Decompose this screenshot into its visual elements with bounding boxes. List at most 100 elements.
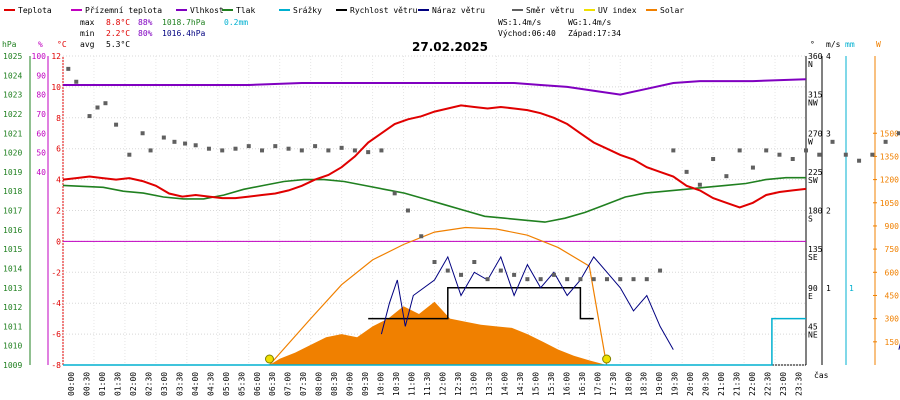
time-tick-label: 07:00 xyxy=(284,372,293,396)
legend-label-rain: Srážky xyxy=(293,6,322,15)
wind-dir-point xyxy=(472,260,477,264)
wind-tick-label: 4 xyxy=(826,52,831,61)
pressure-tick-label: 1018 xyxy=(3,187,22,196)
wind-dir-point xyxy=(140,131,145,136)
legend-label-pressure: Tlak xyxy=(236,6,255,15)
temp-tick-label: 12 xyxy=(51,52,61,61)
time-tick-label: 04:30 xyxy=(206,372,215,396)
wind-dir-point xyxy=(379,148,384,153)
wind-dir-point xyxy=(352,148,357,153)
pressure-tick-label: 1012 xyxy=(3,303,22,312)
time-tick-label: 18:00 xyxy=(624,372,633,396)
stat-max-label: max xyxy=(80,18,95,27)
pressure-tick-label: 1023 xyxy=(3,91,22,100)
time-tick-label: 05:00 xyxy=(222,372,231,396)
time-tick-label: 10:00 xyxy=(377,372,386,396)
wind-dir-point xyxy=(525,277,530,282)
wind-dir-point xyxy=(604,277,609,282)
pressure-tick-label: 1024 xyxy=(3,71,22,80)
wind-dir-point xyxy=(697,182,702,187)
humidity-tick-label: 60 xyxy=(36,129,46,138)
wind-dir-point xyxy=(87,114,92,119)
time-tick-label: 01:00 xyxy=(98,372,107,396)
wind-dir-point xyxy=(206,146,211,151)
dir-tick-name: SE xyxy=(808,253,818,262)
stat-sunrise: Východ:06:40 xyxy=(498,29,556,38)
solar-potential-line xyxy=(269,226,608,366)
wind-dir-point xyxy=(883,139,888,144)
temperature-line xyxy=(62,104,807,209)
wind-dir-point xyxy=(551,272,556,277)
time-tick-label: 05:30 xyxy=(237,372,246,396)
dir-tick-deg: 135 xyxy=(808,245,823,254)
dir-tick-deg: 180 xyxy=(808,207,823,216)
unit-degc: °C xyxy=(57,40,67,49)
wind-dir-point xyxy=(405,208,410,213)
pressure-tick-label: 1022 xyxy=(3,110,22,119)
time-tick-label: 10:30 xyxy=(392,372,401,396)
pressure-tick-label: 1019 xyxy=(3,168,22,177)
wind-dir-point xyxy=(445,268,450,273)
time-tick-label: 23:00 xyxy=(779,372,788,396)
pressure-tick-label: 1021 xyxy=(3,129,22,138)
time-tick-label: 17:30 xyxy=(609,372,618,396)
sunset-marker xyxy=(602,354,612,364)
dir-tick-name: E xyxy=(808,292,813,301)
time-tick-label: 00:30 xyxy=(82,372,91,396)
dir-tick-name: NE xyxy=(808,330,818,339)
time-tick-label: 22:00 xyxy=(748,372,757,396)
wind-dir-point xyxy=(777,152,782,157)
wind-dir-point xyxy=(246,144,251,149)
pressure-tick-label: 1017 xyxy=(3,207,22,216)
humidity-tick-label: 70 xyxy=(36,110,46,119)
time-tick-label: 08:30 xyxy=(330,372,339,396)
humidity-line xyxy=(63,78,807,96)
wind-dir-point xyxy=(538,277,543,282)
stat-max-temp: 8.8°C xyxy=(106,18,130,27)
pressure-tick-label: 1013 xyxy=(3,284,22,293)
wind-dir-point xyxy=(299,148,304,153)
wind-dir-point xyxy=(578,277,583,282)
wind-dir-point xyxy=(870,152,875,157)
temp-tick-label: 6 xyxy=(56,145,61,154)
legend-label-solar: Solar xyxy=(660,6,684,15)
stat-min-press: 1016.4hPa xyxy=(162,29,206,38)
stat-max-press: 1018.7hPa xyxy=(162,18,206,27)
solar-tick-label: 450 xyxy=(885,291,900,300)
dir-tick-deg: 315 xyxy=(808,91,823,100)
wind-dir-point xyxy=(286,146,291,151)
pressure-tick-label: 1011 xyxy=(3,322,22,331)
temp-tick-label: -8 xyxy=(51,361,61,370)
temp-tick-label: -4 xyxy=(51,299,61,308)
pressure-line xyxy=(62,176,806,223)
stat-ws: WS:1.4m/s xyxy=(498,18,542,27)
temp-tick-label: 8 xyxy=(56,114,61,123)
wind-dir-point xyxy=(339,145,344,150)
wind-dir-point xyxy=(432,260,437,264)
dir-tick-deg: 225 xyxy=(808,168,823,177)
time-tick-label: 08:00 xyxy=(315,372,324,396)
wind-dir-point xyxy=(618,277,623,282)
wind-tick-label: 3 xyxy=(826,129,831,138)
unit-w: W xyxy=(876,40,881,49)
wind-dir-point xyxy=(183,141,188,146)
time-tick-label: 19:30 xyxy=(671,372,680,396)
wind-dir-point xyxy=(498,268,503,273)
humidity-tick-label: 100 xyxy=(32,52,47,61)
time-tick-label: 14:00 xyxy=(500,372,509,396)
wind-dir-point xyxy=(830,139,835,144)
time-tick-label: 03:30 xyxy=(175,372,184,396)
unit-ms: m/s xyxy=(826,40,841,49)
time-tick-label: 22:30 xyxy=(764,372,773,396)
time-tick-label: 09:30 xyxy=(361,372,370,396)
wind-tick-label: 2 xyxy=(826,207,831,216)
stat-max-rain: 0.2mm xyxy=(224,18,248,27)
wind-dir-point xyxy=(172,139,177,144)
time-tick-label: 02:30 xyxy=(144,372,153,396)
time-tick-label: 13:00 xyxy=(469,372,478,396)
time-tick-label: 15:30 xyxy=(547,372,556,396)
x-axis-label: čas xyxy=(814,370,829,380)
solar-tick-label: 750 xyxy=(885,245,900,254)
wind-speed-line xyxy=(368,287,594,320)
